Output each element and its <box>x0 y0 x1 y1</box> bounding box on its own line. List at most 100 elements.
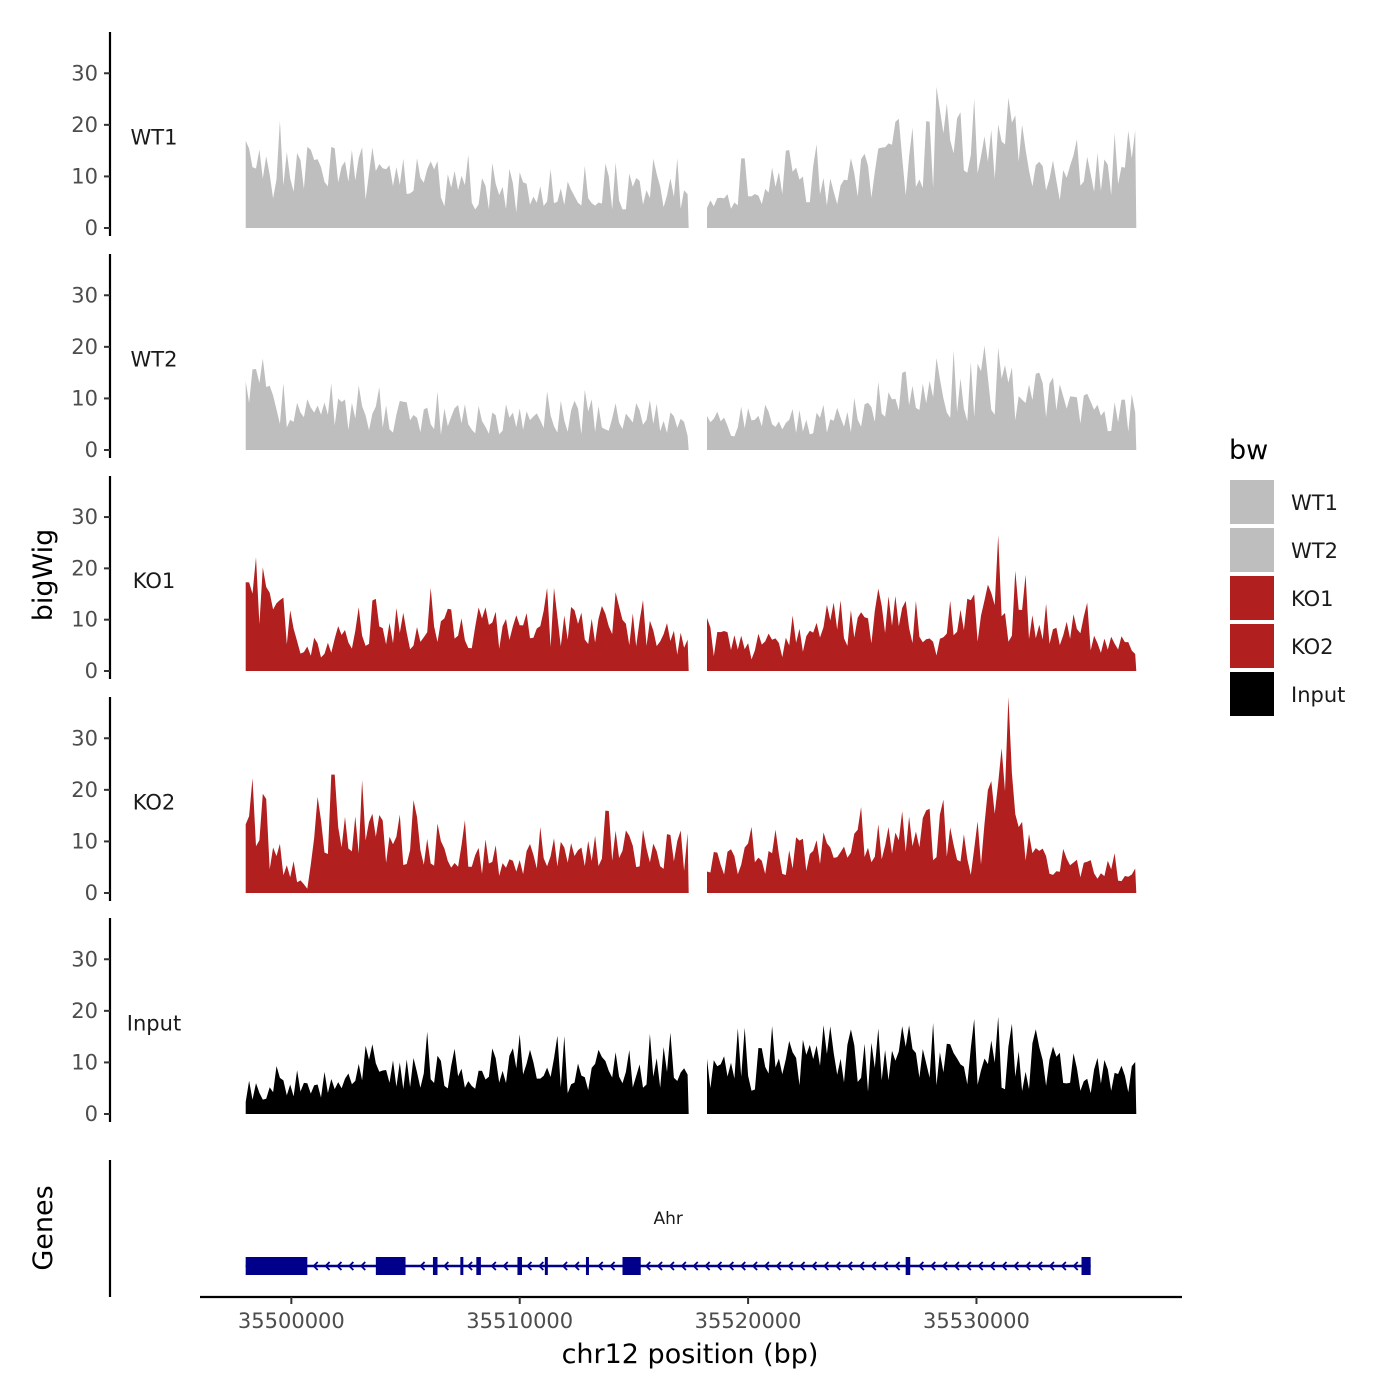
strand-arrow <box>419 1261 426 1271</box>
strand-arrow <box>989 1261 996 1271</box>
strand-arrow <box>739 1261 746 1271</box>
y-tick-label: 30 <box>71 61 98 85</box>
y-tick-label: 0 <box>85 1102 98 1126</box>
strand-arrow <box>728 1261 735 1271</box>
strand-arrow <box>811 1261 818 1271</box>
legend-key-wt2 <box>1230 528 1274 572</box>
x-axis: 35500000 35510000 35520000 35530000 <box>200 1295 1182 1333</box>
y-tick-label: 0 <box>85 881 98 905</box>
exon <box>622 1257 641 1275</box>
y-tick-label: 10 <box>71 829 98 853</box>
strand-arrow <box>680 1261 687 1271</box>
strand-arrow <box>763 1261 770 1271</box>
y-tick-label: 30 <box>71 505 98 529</box>
exon <box>476 1257 481 1275</box>
strand-arrow <box>538 1261 544 1271</box>
strand-arrow <box>336 1261 343 1271</box>
x-tick-label: 35530000 <box>923 1309 1030 1333</box>
strand-arrow <box>1024 1261 1031 1271</box>
coverage-area-ko1-1 <box>245 557 689 671</box>
strand-arrow <box>1048 1261 1055 1271</box>
strand-arrow <box>490 1261 497 1271</box>
strand-arrow <box>573 1261 580 1271</box>
coverage-area-ko1-2 <box>707 535 1137 671</box>
strand-arrow <box>704 1261 711 1271</box>
strand-arrow <box>751 1261 758 1271</box>
strand-arrow <box>692 1261 699 1271</box>
track-input: 0 10 20 30 Input <box>71 918 1137 1126</box>
strand-arrow <box>977 1261 984 1271</box>
y-axis-title-genes: Genes <box>28 1185 59 1270</box>
strand-arrow <box>941 1261 948 1271</box>
strand-arrow <box>858 1261 865 1271</box>
legend: bw WT1 WT2 KO1 KO2 Input <box>1229 435 1345 716</box>
y-tick-label: 30 <box>71 726 98 750</box>
strand-arrow <box>466 1261 473 1271</box>
strand-arrow <box>1060 1261 1067 1271</box>
y-tick-label: 20 <box>71 113 98 137</box>
exon <box>544 1257 548 1275</box>
exon <box>585 1257 589 1275</box>
legend-label-wt2: WT2 <box>1291 539 1338 563</box>
strand-arrow <box>668 1261 675 1271</box>
track-wt1: 0 10 20 30 WT1 <box>71 32 1137 240</box>
y-tick-label: 0 <box>85 659 98 683</box>
legend-key-ko1 <box>1230 576 1274 620</box>
strand-arrow <box>312 1261 319 1271</box>
gene-ahr: Ahr <box>245 1209 1091 1275</box>
coverage-area-ko2-1 <box>245 774 689 893</box>
strand-arrow <box>1013 1261 1020 1271</box>
strand-arrow <box>775 1261 782 1271</box>
track-label-input: Input <box>127 1012 181 1036</box>
strand-arrow <box>359 1261 366 1271</box>
y-tick-label: 10 <box>71 164 98 188</box>
exon <box>1081 1257 1091 1275</box>
legend-label-ko2: KO2 <box>1291 635 1334 659</box>
legend-label-input: Input <box>1291 683 1345 707</box>
strand-arrow <box>609 1261 616 1271</box>
coverage-area-wt1-2 <box>707 86 1137 228</box>
track-wt2: 0 10 20 30 WT2 <box>71 254 1137 462</box>
y-tick-label: 20 <box>71 778 98 802</box>
strand-arrow <box>846 1261 853 1271</box>
legend-key-ko2 <box>1230 624 1274 668</box>
coverage-area-ko2-2 <box>707 697 1137 893</box>
exon <box>905 1257 911 1275</box>
strand-arrow <box>656 1261 663 1271</box>
y-tick-label: 20 <box>71 999 98 1023</box>
strand-arrow <box>644 1261 651 1271</box>
strand-arrow <box>929 1261 936 1271</box>
legend-label-ko1: KO1 <box>1291 587 1334 611</box>
exon <box>517 1257 523 1275</box>
strand-arrow <box>953 1261 960 1271</box>
strand-arrow <box>324 1261 331 1271</box>
tracks-layer: 0 10 20 30 WT1 0 10 20 30 WT2 0 10 20 30 KO1 0 10 20 30 KO2… <box>71 32 1137 1126</box>
x-tick-label: 35520000 <box>695 1309 802 1333</box>
strand-arrow <box>834 1261 841 1271</box>
strand-arrow <box>1072 1261 1079 1271</box>
legend-label-wt1: WT1 <box>1291 491 1338 515</box>
exon <box>375 1257 406 1275</box>
track-label-ko2: KO2 <box>133 791 176 815</box>
strand-arrow <box>716 1261 723 1271</box>
strand-arrow <box>597 1261 604 1271</box>
y-tick-label: 10 <box>71 386 98 410</box>
track-ko2: 0 10 20 30 KO2 <box>71 697 1137 905</box>
strand-arrow <box>965 1261 972 1271</box>
y-tick-label: 20 <box>71 556 98 580</box>
strand-arrow <box>1001 1261 1008 1271</box>
exon <box>432 1257 438 1275</box>
strand-arrow <box>443 1261 449 1271</box>
strand-arrow <box>526 1261 533 1271</box>
strand-arrow <box>882 1261 889 1271</box>
legend-key-wt1 <box>1230 480 1274 524</box>
track-ko1: 0 10 20 30 KO1 <box>71 476 1137 683</box>
y-tick-label: 30 <box>71 947 98 971</box>
y-tick-label: 30 <box>71 283 98 307</box>
legend-key-input <box>1230 672 1274 716</box>
strand-arrow <box>870 1261 877 1271</box>
strand-arrow <box>1036 1261 1043 1271</box>
track-label-wt1: WT1 <box>131 126 178 150</box>
strand-arrow <box>918 1261 925 1271</box>
